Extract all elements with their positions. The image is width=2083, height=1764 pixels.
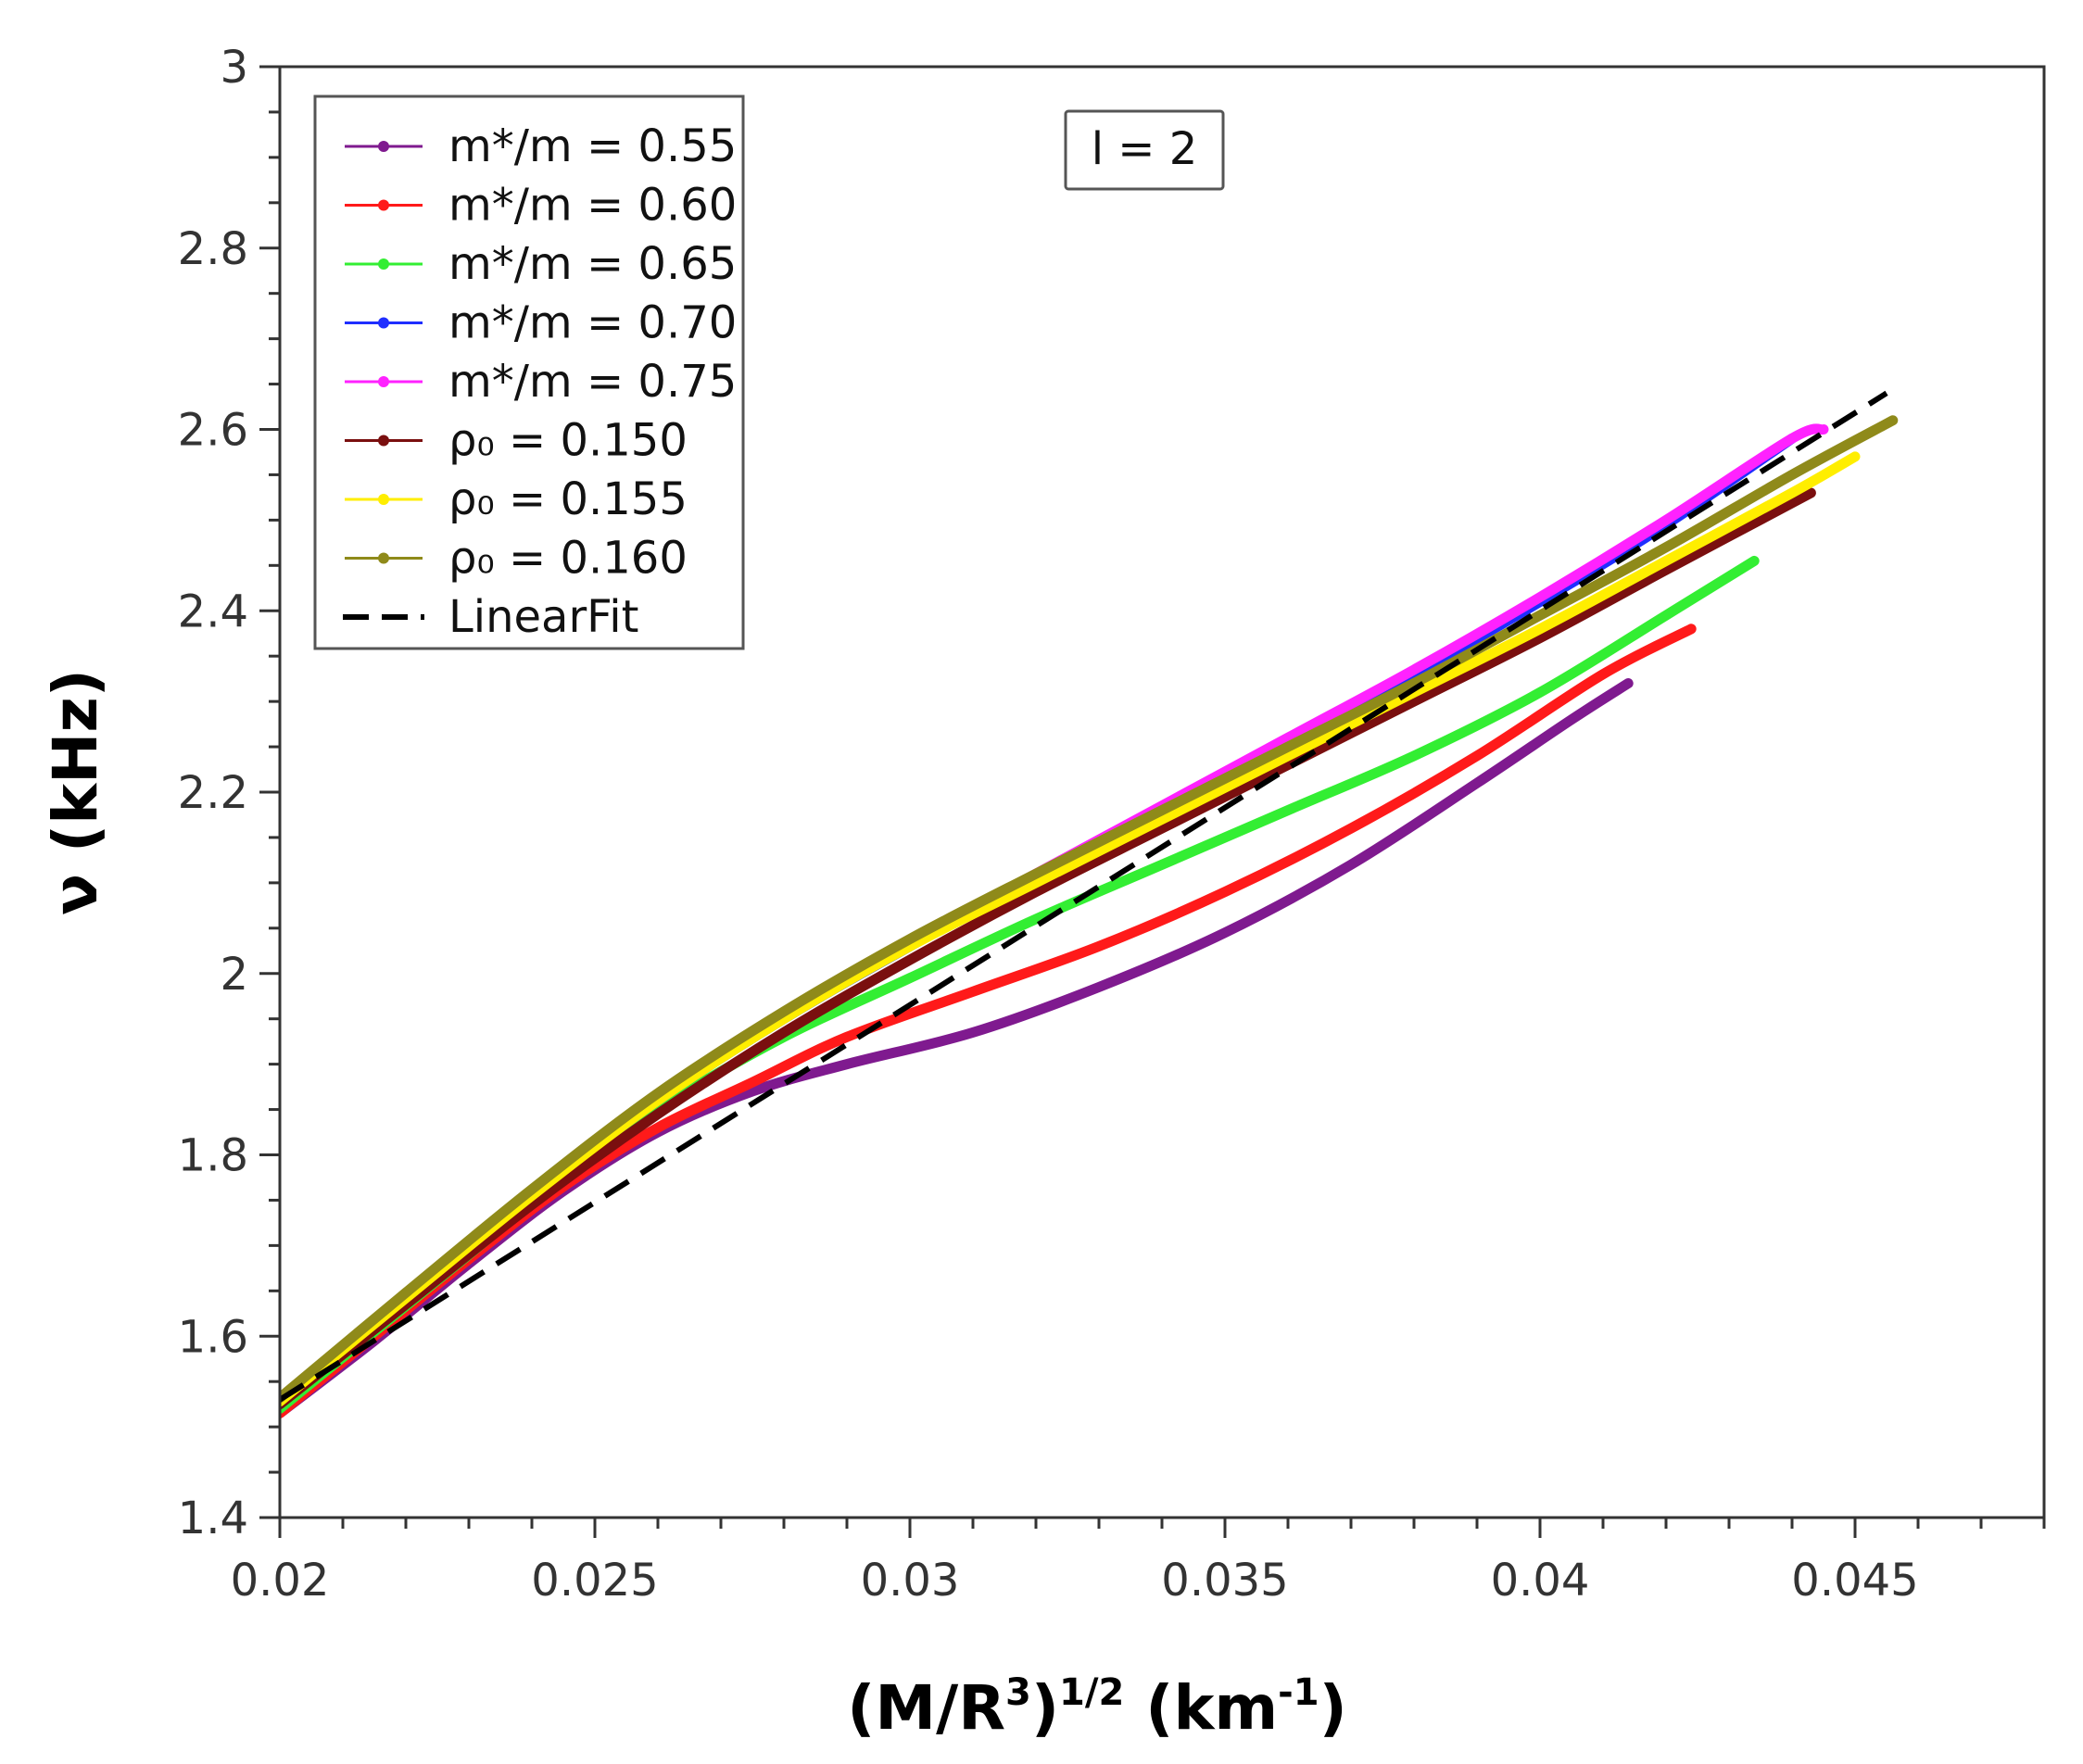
annotation-box: l = 2 [1064,109,1225,191]
series-line--0.150 [280,487,1816,1410]
x-tick-label: 0.03 [861,1555,960,1606]
x-tick-label: 0.025 [531,1555,658,1606]
y-tick-label: 3 [220,42,248,94]
y-tick-label: 2.6 [178,405,248,457]
legend: m*/m = 0.55 m*/m = 0.60 m*/m = 0.65 m*/m = … [313,94,745,650]
series-line-linearfit [280,390,1888,1403]
legend-marker--0.155 [378,494,389,505]
y-tick-label: 2 [220,949,248,1001]
legend-label--0.160: ρ₀ = 0.160 [448,533,688,585]
y-tick-label: 1.6 [178,1311,248,1363]
x-tick-label: 0.04 [1491,1555,1590,1606]
x-axis: 0.02 0.025 0.03 0.035 0.04 0.045 [231,1518,2046,1606]
y-axis-title: ν (kHz) [40,669,111,915]
annotation-label: l = 2 [1092,123,1198,175]
y-tick-label: 2.8 [178,223,248,275]
legend-marker-m-m-0.60 [378,199,389,211]
legend-marker-m-m-0.75 [378,376,389,387]
legend-label-linearfit: LinearFit [448,591,638,643]
legend-label-m-m-0.55: m*/m = 0.55 [448,120,737,172]
legend-marker-m-m-0.55 [378,141,389,152]
y-axis: 1.4 1.6 1.8 2 2.2 2.4 2.6 2.8 3 [178,42,280,1544]
legend-marker--0.150 [378,435,389,447]
x-tick-label: 0.02 [231,1555,330,1606]
y-tick-label: 1.4 [178,1493,248,1544]
x-tick-label: 0.045 [1791,1555,1918,1606]
legend-label-m-m-0.65: m*/m = 0.65 [448,238,737,290]
legend-label-m-m-0.60: m*/m = 0.60 [448,180,737,232]
legend-label--0.150: ρ₀ = 0.150 [448,415,688,467]
y-tick-label: 2.4 [178,586,248,637]
x-tick-label: 0.035 [1161,1555,1288,1606]
y-tick-label: 2.2 [178,767,248,819]
legend-marker-m-m-0.70 [378,317,389,329]
series-layer [280,390,1899,1418]
legend-label-m-m-0.75: m*/m = 0.75 [448,356,737,408]
legend-marker-m-m-0.65 [378,258,389,270]
legend-marker--0.160 [378,552,389,564]
legend-label--0.155: ρ₀ = 0.155 [448,473,688,525]
series-line--0.160 [280,415,1899,1404]
legend-label-m-m-0.70: m*/m = 0.70 [448,297,737,349]
x-axis-title: (M/R3)1/2 (km-1) [847,1671,1347,1744]
y-tick-label: 1.8 [178,1130,248,1182]
